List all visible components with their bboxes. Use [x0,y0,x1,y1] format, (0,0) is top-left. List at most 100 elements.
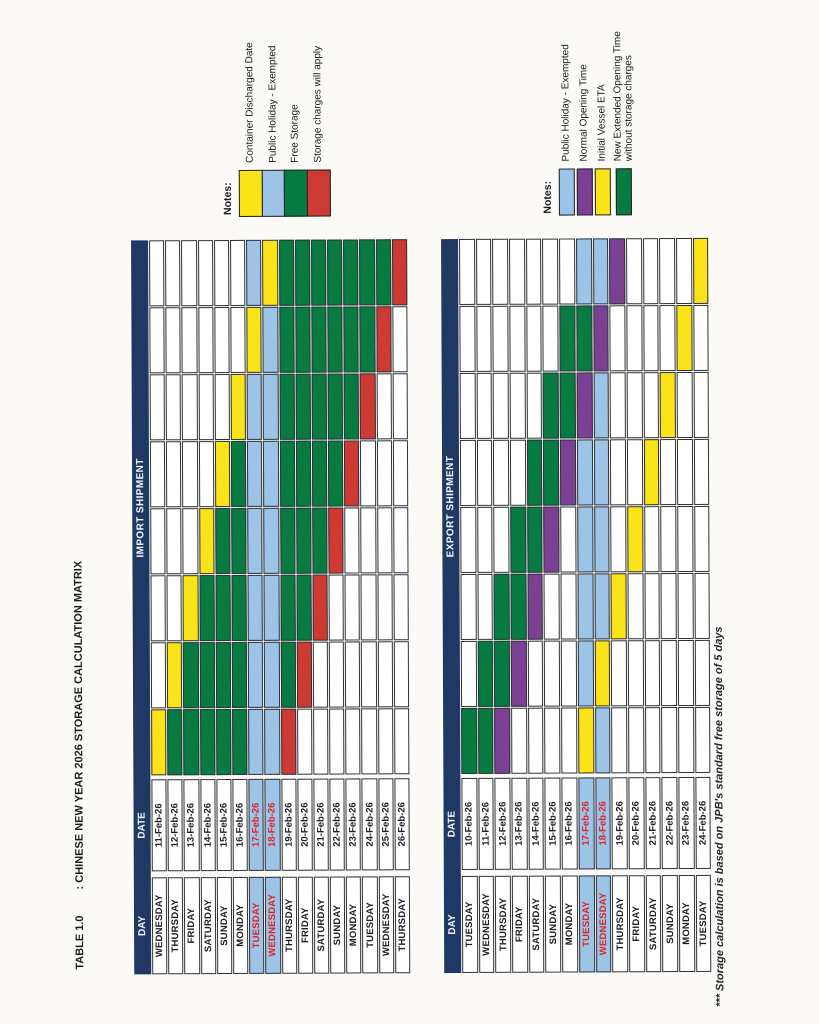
date-column-header: DATE [446,810,458,838]
export-legend-items: Public Holiday - Exempted Normal Opening … [558,11,635,216]
scenario-grid-row [692,237,711,773]
date-cell: 15-Feb-26 [544,777,561,870]
scenario-grid-row [592,238,611,774]
grid-cell [247,574,264,641]
grid-cell [278,239,295,306]
table-row: SATURDAY 14-Feb-26 [525,238,545,973]
day-cell: TUESDAY [248,876,265,974]
grid-cell [510,506,527,573]
grid-cell [626,439,643,506]
scenario-grid-row [542,238,561,774]
grid-cell [593,372,610,439]
import-legend-notes-label: Notes: [221,182,234,216]
grid-cell [198,374,214,441]
export-legend: Notes: Public Holiday - Exempted Normal O… [541,11,635,216]
table-row: TUESDAY 24-Feb-26 [359,239,378,974]
grid-cell [527,573,544,640]
grid-cell [660,439,677,506]
table-header-row: DAY DATE EXPORT SHIPMENT [441,239,462,974]
grid-cell [229,239,246,306]
date-cell: 18-Feb-26 [264,778,281,871]
grid-cell [361,708,378,775]
date-cell: 14-Feb-26 [199,779,216,872]
legend-item: New Extended Opening Time without storag… [612,11,635,216]
grid-cell [165,374,182,441]
grid-cell [166,508,182,575]
grid-cell [182,374,198,441]
grid-cell [392,373,408,440]
grid-cell [213,240,230,307]
day-cell: FRIDAY [511,875,528,973]
table-row: THURSDAY 12-Feb-26 [492,238,512,973]
grid-cell [149,441,166,508]
table-row: SATURDAY 14-Feb-26 [197,240,217,975]
scenario-grid-row [262,239,280,775]
grid-cell [459,305,476,372]
grid-cell [393,574,409,641]
grid-cell [328,574,345,641]
date-cell: 11-Feb-26 [151,779,167,872]
grid-cell [494,707,511,774]
grid-cell [676,438,693,506]
grid-cell [181,307,198,374]
grid-cell [280,708,297,775]
scenario-grid-row [278,239,297,775]
grid-cell [278,306,295,373]
scenario-grid-row [310,239,329,775]
grid-cell [311,306,327,373]
grid-cell [295,373,311,440]
scenario-grid-row [229,239,248,775]
day-cell: TUESDAY [578,875,595,973]
legend-item: Normal Opening Time [576,11,593,216]
grid-cell [246,239,262,306]
grid-cell [559,305,576,372]
grid-cell [375,306,392,373]
page-title: TABLE 1.0 : CHINESE NEW YEAR 2026 STORAG… [72,561,86,970]
date-cell: 17-Feb-26 [248,778,265,871]
grid-cell [360,373,376,440]
grid-cell [280,641,296,708]
grid-cell [526,305,543,372]
grid-cell [214,307,230,374]
day-cell: MONDAY [561,875,579,973]
grid-cell [627,573,644,640]
grid-cell [247,507,263,574]
date-cell: 20-Feb-26 [628,777,645,870]
grid-cell [542,305,559,372]
grid-cell [526,506,543,573]
grid-cell [231,574,247,641]
date-cell: 23-Feb-26 [678,776,695,870]
day-cell: SUNDAY [545,875,562,973]
grid-cell [642,238,659,305]
table-row: MONDAY 16-Feb-26 [229,239,249,974]
legend-item: Public Holiday - Exempted [558,11,575,216]
grid-cell [360,574,377,641]
grid-cell [198,441,214,508]
grid-cell [343,306,360,373]
grid-cell [150,508,166,575]
day-cell: MONDAY [346,876,362,974]
grid-cell [231,507,247,574]
grid-cell [327,373,344,440]
table-row: TUESDAY 24-Feb-26 [692,237,712,972]
day-cell: WEDNESDAY [265,876,281,974]
grid-cell [576,372,593,439]
grid-cell [182,508,199,575]
day-cell: WEDNESDAY [151,877,168,975]
grid-cell [377,641,393,708]
grid-cell [677,572,694,640]
grid-cell [459,238,476,305]
legend-label: Storage charges will apply [312,45,324,163]
day-cell: SUNDAY [329,876,346,974]
grid-cell [312,574,328,641]
table-row: SUNDAY 15-Feb-26 [213,240,233,975]
scenario-grid-row [391,239,410,775]
legend-swatch [594,168,611,216]
grid-cell [577,506,594,573]
grid-cell [215,641,232,709]
day-cell: MONDAY [678,874,695,973]
grid-cell [230,440,247,507]
grid-cell [328,507,344,574]
grid-cell [296,708,313,775]
grid-cell [312,708,329,775]
